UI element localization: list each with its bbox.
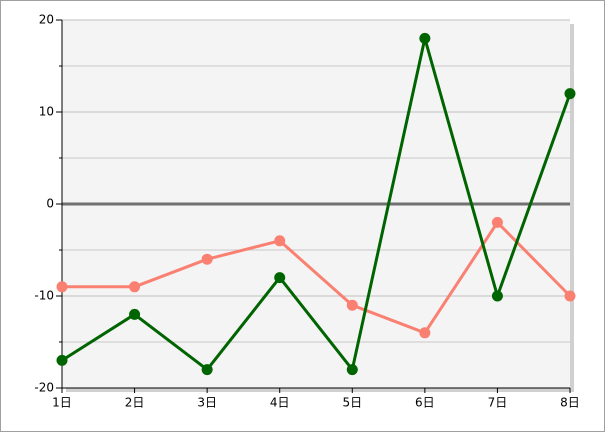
x-tick-label: 5日 <box>342 396 362 410</box>
point <box>56 354 68 366</box>
point <box>129 281 141 293</box>
x-tick-label: 2日 <box>125 396 145 410</box>
x-tick-label: 1日 <box>52 396 72 410</box>
series-line <box>62 220 572 335</box>
y-tick-label: -10 <box>34 289 54 303</box>
point <box>346 364 358 376</box>
y-tick-label: -20 <box>34 381 54 395</box>
y-tick-label: 10 <box>39 105 54 119</box>
x-tick-label: 7日 <box>488 396 508 410</box>
point <box>346 299 358 311</box>
point <box>564 290 576 302</box>
y-tick-label: 20 <box>39 13 54 27</box>
point <box>419 32 431 44</box>
x-tick-label: 3日 <box>197 396 217 410</box>
point <box>129 308 141 320</box>
y-tick-label: 0 <box>46 197 54 211</box>
point <box>491 290 503 302</box>
point <box>201 364 213 376</box>
x-tick-label: 6日 <box>415 396 435 410</box>
point <box>564 88 576 100</box>
x-tick-label: 4日 <box>270 396 290 410</box>
point <box>274 272 286 284</box>
point <box>491 216 503 228</box>
point <box>419 327 431 339</box>
point <box>201 253 213 265</box>
point <box>274 235 286 247</box>
series-line <box>61 36 572 372</box>
point <box>56 281 68 293</box>
x-tick-label: 8日 <box>560 396 580 410</box>
